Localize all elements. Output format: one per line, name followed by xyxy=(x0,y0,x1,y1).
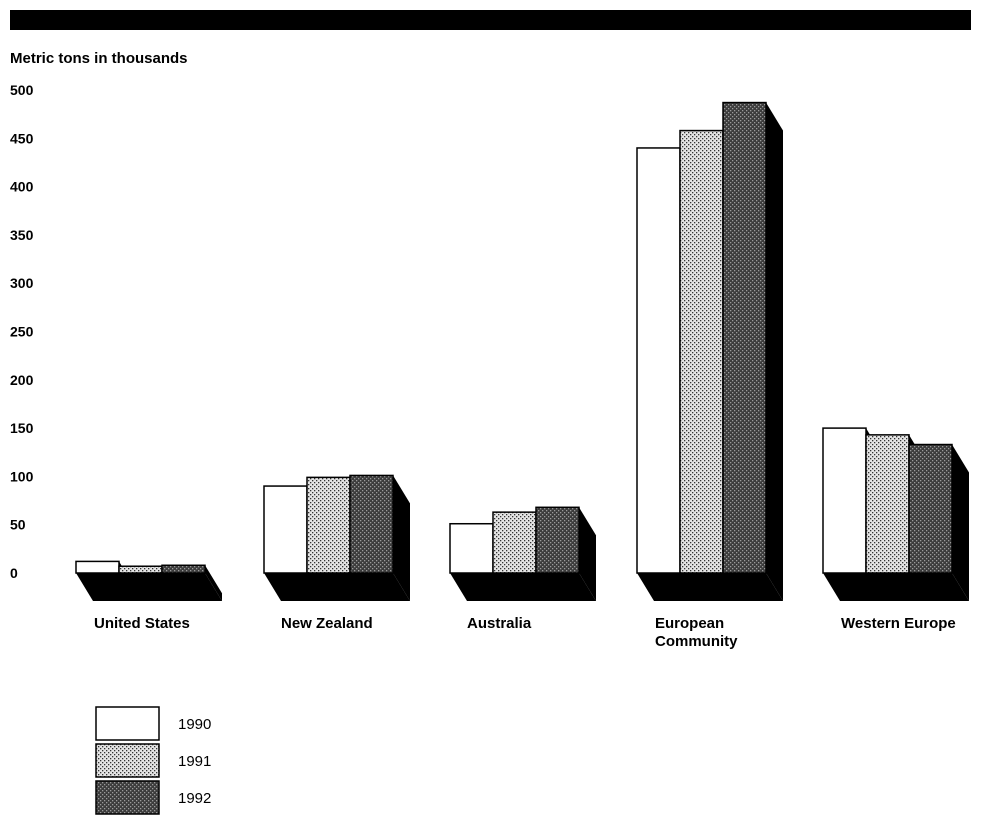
legend-label: 1990 xyxy=(178,716,211,733)
y-tick-label: 300 xyxy=(10,275,34,291)
bar-side-shadow xyxy=(162,566,179,601)
category-label: Australia xyxy=(467,615,532,632)
bar-1991 xyxy=(492,511,537,574)
y-tick-label: 400 xyxy=(10,179,34,195)
y-tick-label: 500 xyxy=(10,82,34,98)
legend: 1990 1991 1992 xyxy=(95,706,211,815)
category-label: European Community xyxy=(655,615,738,650)
bar-side-shadow xyxy=(766,102,783,602)
category-label: United States xyxy=(94,615,190,632)
bar-side-shadow xyxy=(205,565,222,601)
bar-1992 xyxy=(535,506,580,574)
y-tick-label: 350 xyxy=(10,227,34,243)
bar-1990 xyxy=(75,560,120,574)
bars xyxy=(75,101,969,602)
y-axis-label: Metric tons in thousands xyxy=(10,50,188,67)
bar-1992 xyxy=(349,474,394,574)
legend-swatch-1990 xyxy=(95,706,160,741)
bar-1991 xyxy=(679,129,724,574)
bar-1992 xyxy=(161,564,206,574)
legend-swatch-1991 xyxy=(95,743,160,778)
bar-1990 xyxy=(822,427,867,574)
bar-1992 xyxy=(908,443,953,574)
bar-1990 xyxy=(636,147,681,574)
y-tick-label: 450 xyxy=(10,130,34,146)
bar-floor-shadow xyxy=(637,573,783,601)
header-band xyxy=(10,10,971,30)
bar-floor-shadow xyxy=(823,573,969,601)
y-tick-label: 0 xyxy=(10,565,18,581)
legend-swatch-1992 xyxy=(95,780,160,815)
bar-1990 xyxy=(263,485,308,574)
bar-side-shadow xyxy=(393,475,410,601)
y-tick-label: 100 xyxy=(10,468,34,484)
bar-floor-shadow xyxy=(450,573,596,601)
bar-floor-shadow xyxy=(264,573,410,601)
category-labels: United States New Zealand Australia Europea… xyxy=(94,615,956,650)
legend-label: 1991 xyxy=(178,753,211,770)
bar-1991 xyxy=(306,476,351,574)
y-tick-label: 50 xyxy=(10,517,26,533)
y-tick-label: 150 xyxy=(10,420,34,436)
bar-side-shadow xyxy=(952,444,969,601)
bar-floor-shadow xyxy=(76,573,222,601)
y-tick-label: 200 xyxy=(10,372,34,388)
bar-1991 xyxy=(118,565,163,574)
bar-side-shadow xyxy=(579,507,596,601)
category-label: Western Europe xyxy=(841,615,956,632)
legend-label: 1992 xyxy=(178,790,211,807)
bar-1990 xyxy=(449,522,494,574)
bar-1991 xyxy=(865,434,910,574)
bar-1992 xyxy=(722,101,767,574)
y-tick-label: 250 xyxy=(10,324,34,340)
category-label: New Zealand xyxy=(281,615,373,632)
